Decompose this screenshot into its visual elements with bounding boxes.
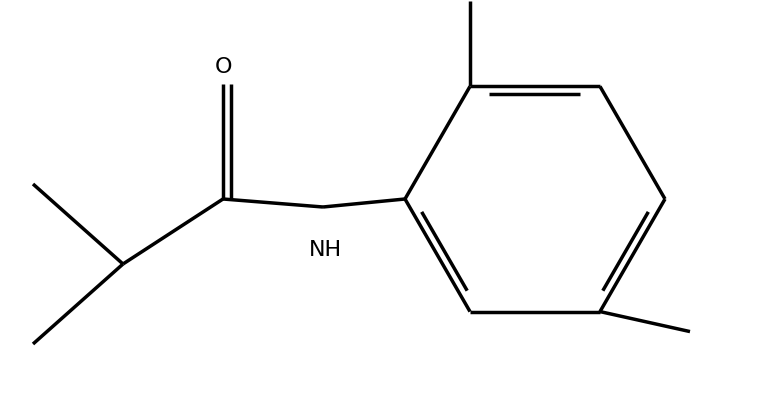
Text: F: F [463, 0, 476, 4]
Text: O: O [214, 57, 232, 77]
Text: NH: NH [308, 239, 341, 259]
